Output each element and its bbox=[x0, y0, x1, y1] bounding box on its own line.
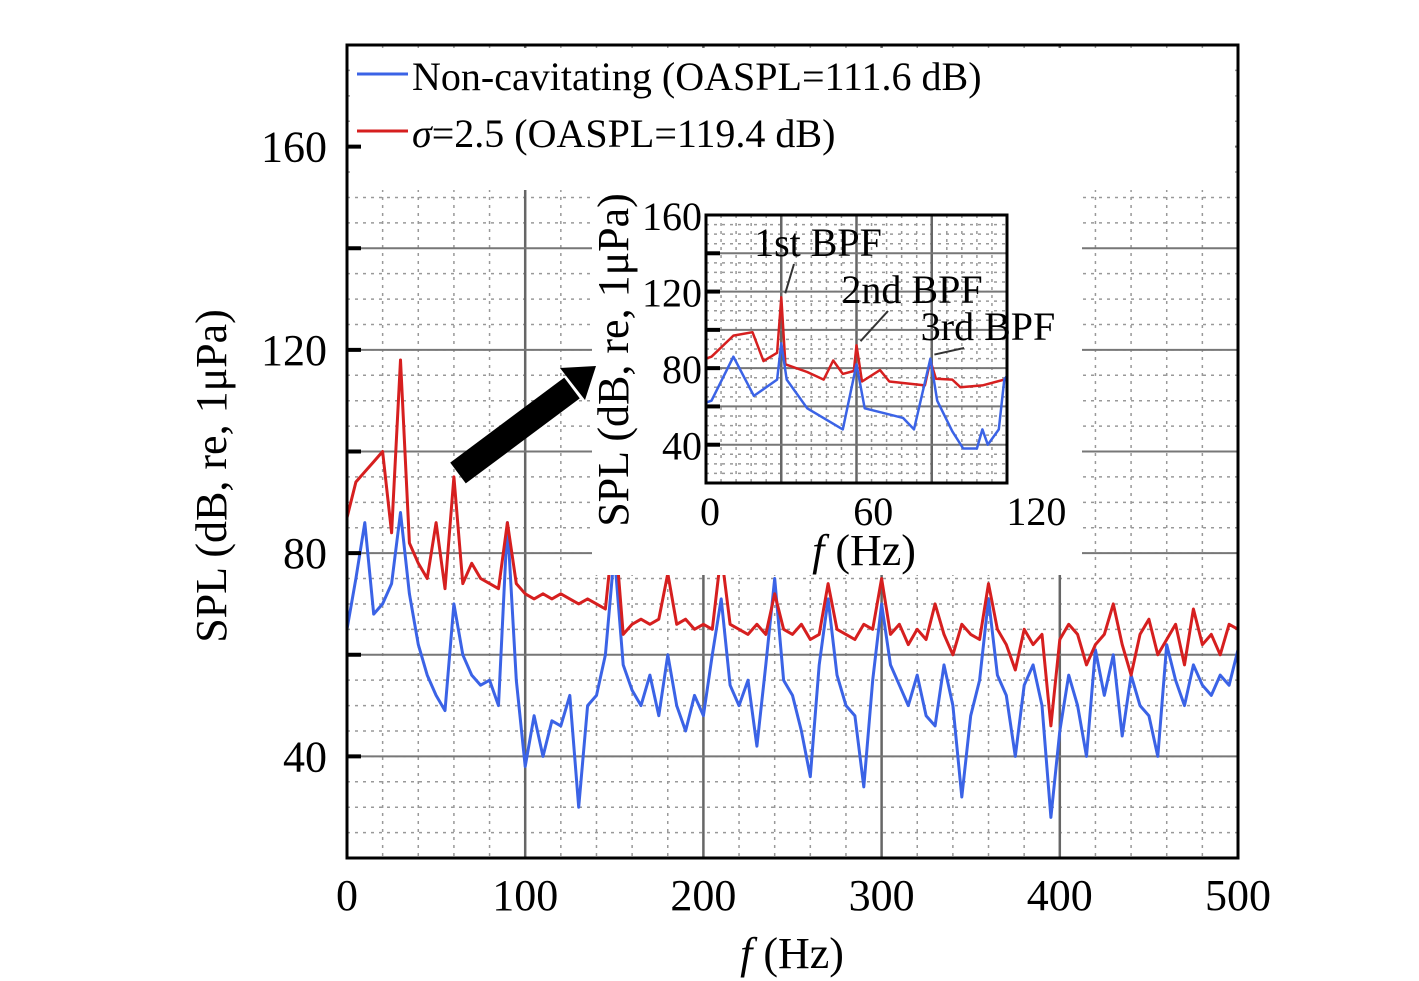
x-tick-label: 500 bbox=[1205, 871, 1271, 920]
x-tick-label: 100 bbox=[492, 871, 558, 920]
annotation-label: 1st BPF bbox=[754, 220, 882, 265]
inset-ticks: 0 60 120 40 80 120 160 bbox=[642, 194, 1066, 534]
annotation-pointer bbox=[784, 263, 795, 294]
y-tick-label: 160 bbox=[642, 194, 702, 239]
x-tick-label: 0 bbox=[336, 871, 358, 920]
series-line-sigma-2-5 bbox=[345, 358, 1239, 728]
x-tick-label: 200 bbox=[670, 871, 736, 920]
annotation-pointer bbox=[859, 310, 889, 342]
legend-label-sigma: σ=2.5 (OASPL=119.4 dB) bbox=[412, 111, 835, 156]
main-series bbox=[345, 358, 1240, 819]
main-x-axis-label-unit: (Hz) bbox=[752, 929, 844, 978]
y-tick-label: 80 bbox=[662, 347, 702, 392]
main-x-axis-label: f (Hz) bbox=[740, 929, 844, 978]
inset-x-axis-label: f (Hz) bbox=[812, 526, 916, 575]
y-tick-label: 40 bbox=[662, 424, 702, 469]
series-line-non-cavitating bbox=[345, 511, 1240, 819]
x-tick-label: 300 bbox=[849, 871, 915, 920]
inset-plot-frame bbox=[704, 213, 1009, 485]
y-tick-label: 120 bbox=[642, 271, 702, 316]
annotation-pointer bbox=[934, 347, 965, 356]
main-y-axis-label: SPL (dB, re, 1μPa) bbox=[187, 309, 236, 643]
y-tick-label: 120 bbox=[261, 326, 327, 375]
legend-label-non-cavitating: Non-cavitating (OASPL=111.6 dB) bbox=[412, 54, 982, 99]
inset-y-axis-label: SPL (dB, re, 1μPa) bbox=[589, 193, 638, 527]
y-tick-label: 40 bbox=[283, 732, 327, 781]
legend-sigma-text: =2.5 (OASPL=119.4 dB) bbox=[432, 111, 836, 156]
legend-sigma-symbol: σ bbox=[412, 111, 433, 156]
y-tick-label: 80 bbox=[283, 529, 327, 578]
x-tick-label: 60 bbox=[853, 489, 893, 534]
annotation-label: 3rd BPF bbox=[921, 304, 1056, 349]
x-tick-label: 400 bbox=[1027, 871, 1093, 920]
inset-x-axis-label-unit: (Hz) bbox=[824, 526, 916, 575]
x-tick-label: 120 bbox=[1006, 489, 1066, 534]
legend: Non-cavitating (OASPL=111.6 dB) σ=2.5 (O… bbox=[357, 54, 982, 156]
series-line-non-cavitating bbox=[705, 342, 1009, 450]
y-tick-label: 160 bbox=[261, 123, 327, 172]
x-tick-label: 0 bbox=[700, 489, 720, 534]
inset-background bbox=[592, 165, 1082, 575]
inset-series bbox=[705, 296, 1009, 450]
zoom-arrow bbox=[450, 366, 596, 484]
series-line-sigma-2-5 bbox=[705, 296, 1007, 389]
annotation-label: 2nd BPF bbox=[841, 267, 982, 312]
